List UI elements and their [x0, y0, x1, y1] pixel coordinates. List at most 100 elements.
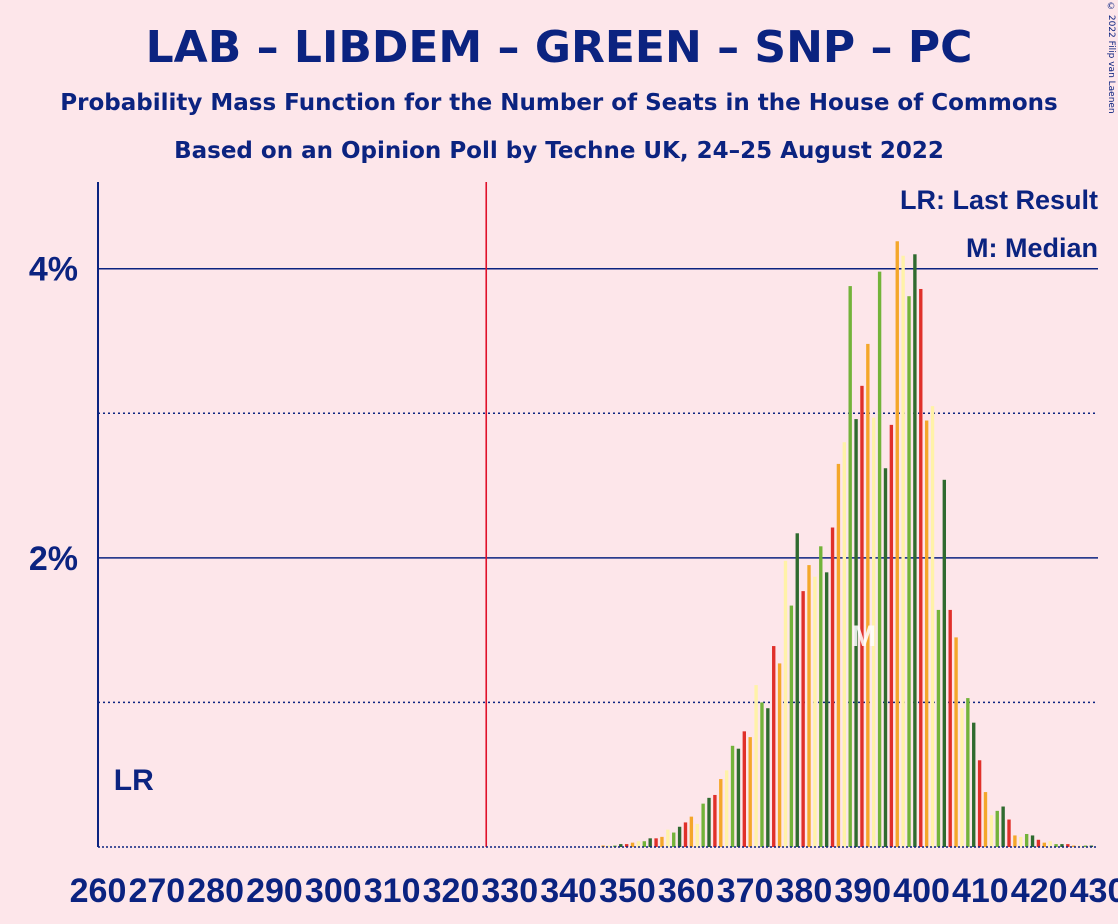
bar — [913, 254, 917, 848]
bar — [742, 731, 746, 847]
bar — [907, 296, 911, 847]
bar — [1060, 844, 1064, 847]
bar — [1042, 842, 1046, 847]
bar — [883, 468, 888, 847]
bar — [824, 572, 829, 847]
x-tick-label: 330 — [481, 872, 538, 910]
chart-subtitle: Probability Mass Function for the Number… — [60, 90, 1058, 116]
grid-lines — [98, 267, 1098, 704]
bar — [1007, 819, 1011, 847]
bar — [607, 845, 611, 847]
bar — [719, 779, 723, 847]
x-tick-label: 340 — [540, 872, 597, 910]
bar — [795, 533, 799, 847]
bar — [983, 792, 988, 847]
chart-title: LAB – LIBDEM – GREEN – SNP – PC — [145, 22, 973, 73]
bar — [877, 271, 882, 847]
bar — [954, 637, 958, 847]
bar — [636, 841, 641, 847]
bar — [889, 424, 894, 847]
bar — [666, 829, 670, 847]
bar — [860, 385, 864, 847]
bar — [895, 241, 899, 848]
x-tick-label: 370 — [717, 872, 774, 910]
bar — [760, 702, 764, 847]
axes — [97, 182, 1098, 848]
bar — [1019, 836, 1023, 847]
bar — [630, 842, 635, 847]
x-tick-label: 400 — [893, 872, 950, 910]
last-result-marker: LR — [114, 764, 154, 797]
x-tick-label: 360 — [658, 872, 715, 910]
copyright-notice: © 2022 Filip van Laenen — [1106, 2, 1116, 114]
bar — [724, 770, 729, 847]
x-tick-label: 300 — [305, 872, 362, 910]
bar — [1083, 845, 1088, 847]
y-tick-label: 4% — [29, 251, 78, 289]
bar — [695, 823, 699, 847]
bar — [813, 576, 817, 847]
bar — [872, 417, 876, 847]
bar — [754, 685, 758, 847]
bar — [777, 663, 782, 847]
bar — [1048, 841, 1052, 847]
bar — [736, 748, 741, 847]
bar — [766, 708, 770, 847]
bar — [672, 832, 676, 847]
legend-last-result: LR: Last Result — [900, 185, 1098, 215]
bar — [901, 255, 905, 847]
bar — [642, 841, 646, 847]
bar — [930, 406, 935, 847]
x-tick-label: 320 — [423, 872, 480, 910]
bar — [660, 836, 664, 847]
bar — [848, 286, 852, 848]
bar — [677, 826, 682, 847]
bar — [842, 442, 846, 847]
x-tick-label: 420 — [1011, 872, 1068, 910]
bar — [942, 479, 946, 847]
x-tick-label: 350 — [599, 872, 656, 910]
bar — [783, 560, 788, 847]
bar — [619, 844, 623, 847]
bar — [989, 815, 994, 847]
x-tick-label: 380 — [776, 872, 833, 910]
bar — [936, 609, 941, 847]
bar — [1054, 844, 1058, 847]
bar — [789, 605, 794, 847]
bar — [1001, 806, 1005, 847]
bar — [1030, 835, 1035, 847]
bar — [772, 646, 776, 847]
bar — [960, 708, 964, 847]
median-marker: M — [851, 620, 876, 653]
bar — [830, 527, 835, 847]
bar — [854, 419, 858, 847]
bar — [730, 745, 735, 847]
bar — [648, 838, 652, 847]
bar — [819, 546, 823, 847]
chart-subtitle-poll: Based on an Opinion Poll by Techne UK, 2… — [174, 138, 944, 164]
bars — [601, 241, 1094, 848]
bar — [1072, 845, 1076, 847]
x-tick-label: 410 — [952, 872, 1009, 910]
x-tick-label: 430 — [1070, 872, 1118, 910]
bar — [972, 722, 976, 847]
y-tick-label: 2% — [29, 540, 78, 578]
bar — [977, 760, 982, 847]
bar — [713, 794, 717, 847]
bar — [683, 822, 688, 847]
labels: 2% 4% 260 270 280 290 300 310 320 330 340 350 360 370… — [29, 185, 1118, 910]
x-tick-label: 270 — [128, 872, 185, 910]
bar — [654, 838, 658, 847]
x-tick-label: 260 — [70, 872, 127, 910]
bar — [624, 844, 629, 847]
x-tick-label: 290 — [246, 872, 303, 910]
bar — [924, 420, 929, 847]
bar — [966, 698, 970, 847]
bar — [1036, 839, 1041, 847]
bar — [948, 609, 952, 847]
legend-median: M: Median — [966, 233, 1098, 263]
bar — [807, 565, 811, 847]
bar — [689, 816, 694, 847]
bar — [701, 803, 705, 847]
